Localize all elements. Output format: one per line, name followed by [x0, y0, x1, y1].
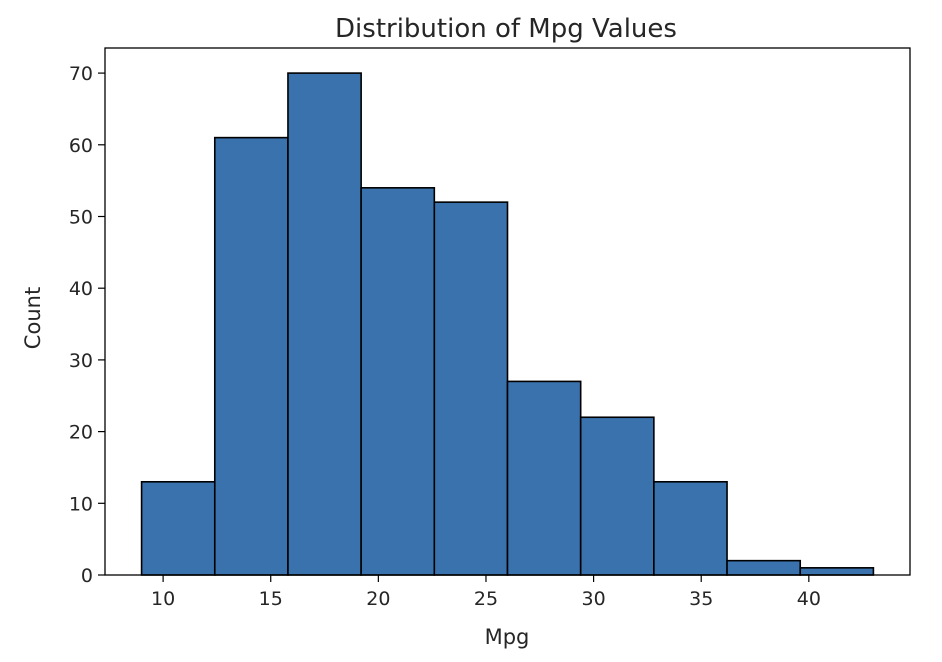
histogram-bar [506, 380, 582, 576]
x-tick-label: 30 [582, 588, 606, 610]
x-tick-label: 25 [474, 588, 498, 610]
y-tick-label: 30 [69, 350, 93, 372]
histogram-bar [287, 72, 362, 576]
y-tick-label: 0 [81, 565, 93, 587]
histogram-bar [140, 480, 216, 576]
histogram-bar [726, 559, 802, 576]
y-axis-label: Count [21, 287, 45, 349]
x-axis-label: Mpg [485, 625, 530, 649]
histogram-bar [213, 136, 289, 576]
x-tick-label: 10 [151, 588, 175, 610]
x-tick-label: 15 [259, 588, 283, 610]
y-tick-label: 20 [69, 422, 93, 444]
plot-frame [104, 47, 911, 576]
y-tick-label: 70 [69, 63, 93, 85]
x-tick-label: 40 [797, 588, 821, 610]
histogram-bar [433, 201, 509, 576]
y-axis-ticks: 0 10 20 30 40 50 60 70 [69, 63, 105, 587]
chart-title: Distribution of Mpg Values [335, 14, 677, 44]
histogram-bar [360, 187, 436, 576]
y-tick-label: 60 [69, 135, 93, 157]
y-tick-label: 40 [69, 278, 93, 300]
histogram-bar [579, 416, 655, 576]
y-tick-label: 50 [69, 206, 93, 228]
histogram-bar [653, 480, 728, 576]
histogram-bar [799, 567, 875, 576]
bars-group [140, 72, 875, 576]
x-axis-ticks: 10 15 20 25 30 35 40 [151, 575, 821, 610]
x-tick-label: 20 [366, 588, 390, 610]
y-tick-label: 10 [69, 493, 93, 515]
x-tick-label: 35 [689, 588, 713, 610]
